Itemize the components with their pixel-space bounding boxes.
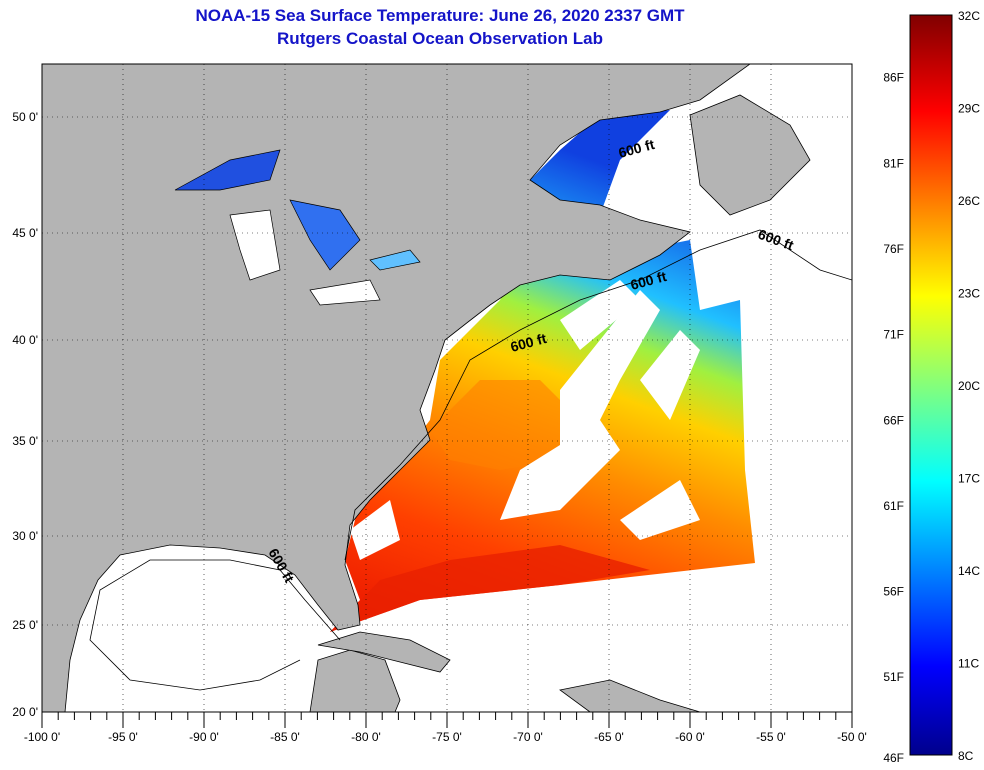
colorbar-celsius-label: 32C [958, 9, 980, 23]
colorbar-celsius-label: 14C [958, 564, 980, 578]
colorbar-fahrenheit-label: 46F [883, 751, 904, 765]
lon-label: -90 0' [189, 730, 219, 744]
cloud-gaps [350, 150, 740, 560]
lon-label: -55 0' [756, 730, 786, 744]
lat-label: 35 0' [12, 434, 38, 448]
chart-title: NOAA-15 Sea Surface Temperature: June 26… [195, 6, 685, 25]
yucatan [309, 649, 401, 712]
lat-label: 30 0' [12, 529, 38, 543]
newfoundland [689, 94, 811, 216]
north-america-land [42, 64, 751, 712]
sst-red-core [330, 545, 650, 632]
lat-label: 20 0' [12, 705, 38, 719]
600ft-contour [89, 229, 852, 691]
lat-label: 45 0' [12, 226, 38, 240]
lon-label: -70 0' [513, 730, 543, 744]
colorbar-fahrenheit-label: 71F [883, 328, 904, 342]
great-lakes [174, 149, 421, 306]
cuba [317, 631, 451, 673]
lat-label: 50 0' [12, 110, 38, 124]
lon-label: -60 0' [675, 730, 705, 744]
hispaniola [559, 679, 701, 712]
lat-label: 40 0' [12, 333, 38, 347]
sst-orange-eddy [430, 380, 580, 470]
colorbar-fahrenheit-label: 81F [883, 156, 904, 170]
lon-label: -100 0' [24, 730, 60, 744]
colorbar-fahrenheit-label: 66F [883, 413, 904, 427]
lon-label: -75 0' [432, 730, 462, 744]
lon-label: -80 0' [351, 730, 381, 744]
graticule [42, 64, 852, 712]
colorbar-fahrenheit-label: 51F [883, 670, 904, 684]
colorbar-celsius-label: 8C [958, 749, 974, 763]
colorbar-celsius-label: 17C [958, 472, 980, 486]
lon-ticks [41, 712, 853, 728]
colorbar-celsius-label: 26C [958, 194, 980, 208]
colorbar-celsius-label: 23C [958, 287, 980, 301]
lon-label: -65 0' [594, 730, 624, 744]
lon-label: -85 0' [270, 730, 300, 744]
colorbar-fahrenheit-label: 76F [883, 242, 904, 256]
colorbar-celsius-label: 20C [958, 379, 980, 393]
colorbar-celsius-label: 11C [958, 657, 979, 671]
colorbar-fahrenheit-label: 56F [883, 585, 904, 599]
lat-label: 25 0' [12, 618, 38, 632]
colorbar [909, 14, 953, 756]
lon-label: -50 0' [837, 730, 867, 744]
colorbar-fahrenheit-label: 86F [883, 71, 904, 85]
lon-label: -95 0' [108, 730, 138, 744]
colorbar-fahrenheit-label: 61F [883, 499, 904, 513]
chart-subtitle: Rutgers Coastal Ocean Observation Lab [277, 29, 603, 48]
colorbar-celsius-label: 29C [958, 102, 980, 116]
